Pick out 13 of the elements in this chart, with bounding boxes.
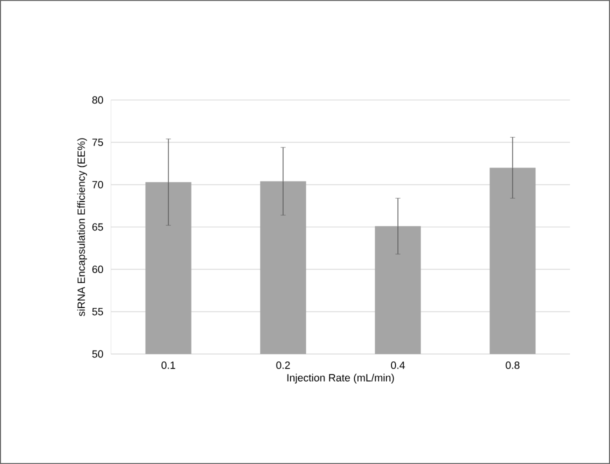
x-tick-label: 0.2: [276, 362, 290, 369]
y-tick-label: 55: [92, 308, 104, 316]
x-tick-label: 0.4: [391, 362, 405, 369]
x-tick-label: 0.8: [506, 362, 520, 369]
y-axis-title: siRNA Encapsulation Efficiency (EE%): [77, 138, 88, 316]
y-tick-label: 80: [92, 96, 104, 104]
y-tick-label: 70: [92, 180, 104, 188]
x-axis-title: Injection Rate (mL/min): [287, 374, 394, 384]
y-tick-label: 75: [92, 138, 104, 146]
y-tick-label: 60: [92, 266, 104, 274]
y-tick-label: 50: [92, 350, 104, 358]
x-tick-label: 0.1: [162, 362, 176, 369]
y-tick-label: 65: [92, 223, 104, 231]
